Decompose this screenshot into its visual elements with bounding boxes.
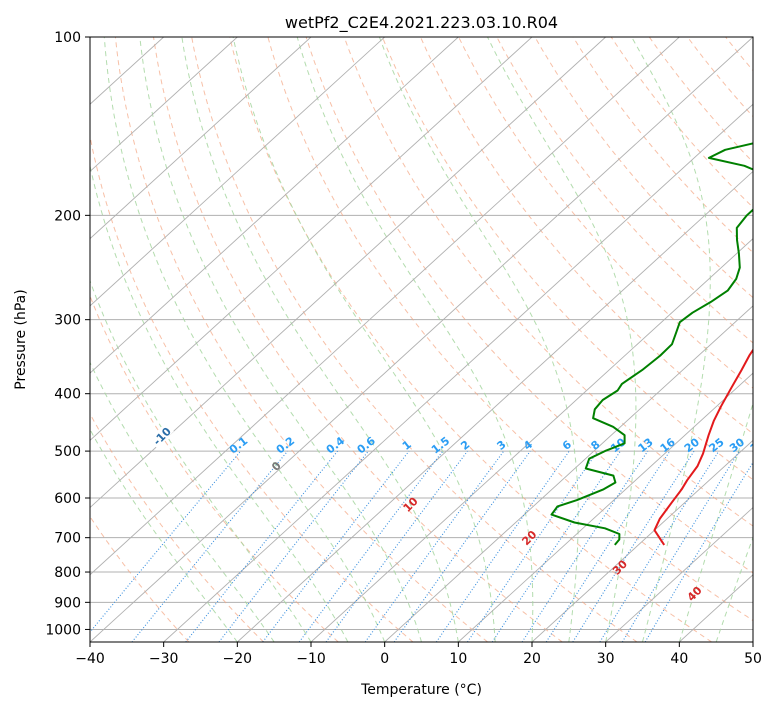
isotherm-line	[310, 238, 753, 642]
isotherm-line	[531, 439, 753, 642]
x-axis-label: Temperature (°C)	[360, 682, 482, 698]
moist-adiabat-line	[296, 37, 534, 642]
y-tick-label: 1000	[45, 622, 81, 638]
mixing-ratio-line	[644, 461, 753, 642]
isotherm-line	[163, 103, 753, 642]
mixing-ratio-line	[521, 450, 649, 642]
temperature-line	[653, 348, 753, 546]
mixing-ratio-line	[621, 450, 740, 642]
dry-adiabat-line	[305, 37, 753, 574]
dry-adiabat-line	[90, 515, 190, 642]
x-tick-label: 0	[380, 651, 389, 667]
x-tick-label: 10	[449, 651, 467, 667]
mixing-ratio-line	[325, 450, 468, 642]
y-tick-label: 400	[54, 387, 81, 403]
isotherm-line	[90, 37, 606, 509]
mixing-ratio-line	[131, 450, 289, 642]
mixing-ratio-line	[90, 450, 242, 633]
mixing-ratio-line	[599, 450, 720, 642]
x-tick-label: 40	[670, 651, 688, 667]
y-axis-label: Pressure (hPa)	[13, 289, 29, 389]
moist-adiabat-line	[139, 37, 422, 642]
mixing-ratio-line	[545, 450, 671, 642]
isotherm-line	[90, 37, 459, 374]
plot-area: 0.10.20.40.611.52346810131620253036-100-…	[90, 37, 768, 642]
mixing-ratio-line	[364, 450, 505, 642]
pressure-gridlines	[90, 37, 753, 630]
isotherm-line	[458, 372, 753, 642]
isotherm-line	[90, 37, 680, 576]
isotherm-line	[384, 305, 753, 642]
moist-adiabat-line	[90, 428, 238, 642]
y-tick-label: 900	[54, 595, 81, 611]
dry-adiabat-line	[267, 37, 753, 622]
y-tick-label: 700	[54, 531, 81, 547]
dry-adiabat-line	[114, 37, 488, 642]
moist-adiabat-line	[678, 401, 753, 642]
y-tick-label: 600	[54, 491, 81, 507]
x-tick-label: −20	[223, 651, 253, 667]
chart-title: wetPf2_C2E4.2021.223.03.10.R04	[285, 13, 558, 33]
y-tick-label: 800	[54, 565, 81, 581]
dry-adiabat-line	[191, 37, 638, 642]
dry-adiabat-line	[458, 37, 753, 389]
x-tick-label: 50	[744, 651, 762, 667]
isotherm-line	[605, 506, 753, 642]
dry-adiabat-line	[90, 412, 264, 642]
x-tick-label: 30	[597, 651, 615, 667]
plot-frame	[89, 36, 754, 643]
x-tick-label: 20	[523, 651, 541, 667]
y-tick-label: 500	[54, 444, 81, 460]
dry-adiabat-line	[90, 294, 339, 642]
y-tick-label: 100	[54, 30, 81, 46]
moist-adiabat-line	[181, 37, 459, 642]
dry-adiabat-line	[496, 37, 753, 344]
x-tick-label: −10	[296, 651, 326, 667]
x-tick-label: −40	[75, 651, 105, 667]
dewpoint-line	[550, 142, 753, 546]
isotherm-line	[90, 37, 753, 642]
dry-adiabats	[90, 37, 753, 642]
isotherm-line	[237, 170, 753, 642]
moist-adiabat-line	[103, 37, 386, 642]
x-tick-label: −30	[149, 651, 179, 667]
isotherm-line	[90, 37, 533, 441]
dry-adiabat-label-bg	[148, 422, 174, 449]
moist-adiabat-line	[378, 37, 579, 642]
mixing-ratio-label: 36	[748, 435, 768, 455]
sounding-profiles	[550, 142, 753, 546]
isotherm-line	[90, 37, 238, 173]
axis-ticks: −40 −30 −20 −10 0 10 20 30 40 50 1000 900 800 700 600 5…	[45, 30, 762, 667]
mixing-ratio-line	[185, 450, 339, 642]
dry-adiabat-line	[153, 37, 563, 642]
isotherm-line	[90, 37, 312, 240]
dry-adiabat-line	[343, 37, 753, 527]
isotherm-line	[90, 37, 385, 307]
y-tick-label: 300	[54, 313, 81, 329]
moist-adiabats	[90, 37, 753, 642]
mixing-ratio-line	[572, 450, 695, 642]
isotherms	[90, 37, 753, 642]
moist-adiabat-line	[90, 163, 349, 642]
moist-adiabat-line	[90, 361, 275, 642]
moist-adiabat-line	[487, 37, 637, 642]
y-tick-label: 200	[54, 208, 81, 224]
mixing-ratio-lines	[90, 450, 753, 642]
